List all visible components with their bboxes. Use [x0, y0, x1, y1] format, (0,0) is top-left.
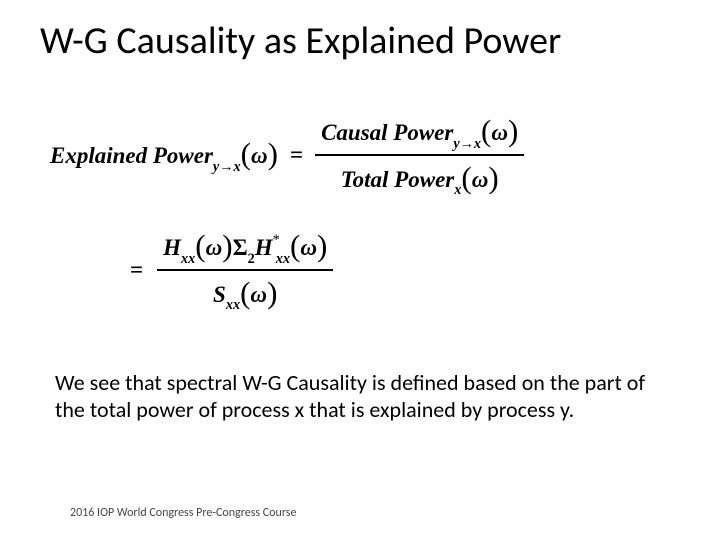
eq1-lhs-arg: ω: [251, 143, 268, 168]
eq2-Sigma: Σ: [233, 235, 248, 260]
eq2-Hstar-sub: xx: [276, 251, 290, 267]
eq1-num-arg: ω: [491, 120, 508, 145]
footer-text: 2016 IOP World Congress Pre-Congress Cou…: [70, 506, 296, 520]
equation-explained-power: Explained Powery→x(ω) = Causal Powery→x(…: [50, 110, 670, 199]
equation-ratio-hxx: = Hxx(ω)Σ2H*xx(ω) Sxx(ω): [130, 225, 333, 314]
eq2-Hstar-sup: *: [273, 232, 280, 248]
eq2-H-arg: ω: [206, 235, 223, 260]
eq1-num-label: Causal Power: [321, 120, 453, 145]
eq1-den-label: Total Power: [341, 167, 455, 192]
eq1-lhs-sub: y→x: [213, 159, 241, 175]
eq2-S-arg: ω: [250, 282, 267, 307]
eq1-den-arg: ω: [472, 167, 489, 192]
eq1-fraction: Causal Powery→x(ω) Total Powerx(ω): [315, 110, 524, 199]
eq2-H-sub: xx: [181, 251, 195, 267]
eq2-Sigma-sub: 2: [248, 251, 255, 267]
eq2-Hstar-arg: ω: [300, 235, 317, 260]
eq2-fraction: Hxx(ω)Σ2H*xx(ω) Sxx(ω): [157, 225, 333, 314]
eq2-S-sub: xx: [226, 297, 240, 313]
eq1-num-sub: y→x: [453, 136, 481, 152]
eq2-H: H: [163, 235, 181, 260]
eq1-lhs-label: Explained Power: [50, 143, 213, 168]
equals-sign: =: [284, 142, 309, 168]
slide: W-G Causality as Explained Power Explain…: [0, 0, 720, 540]
eq2-S: S: [213, 282, 226, 307]
body-paragraph: We see that spectral W-G Causality is de…: [55, 370, 660, 424]
slide-title: W-G Causality as Explained Power: [40, 18, 680, 64]
equals-sign-2: =: [130, 257, 151, 283]
eq2-Hstar: H: [255, 235, 273, 260]
